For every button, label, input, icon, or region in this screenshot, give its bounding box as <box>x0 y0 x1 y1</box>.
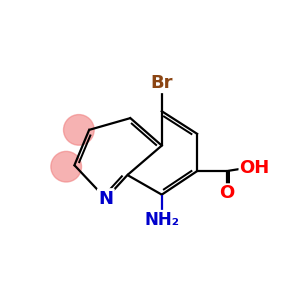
Text: NH₂: NH₂ <box>144 211 179 229</box>
Text: Br: Br <box>151 74 173 92</box>
Text: OH: OH <box>239 159 270 177</box>
Circle shape <box>51 152 82 182</box>
Circle shape <box>64 115 94 145</box>
Text: N: N <box>98 190 113 208</box>
Text: O: O <box>219 184 234 202</box>
